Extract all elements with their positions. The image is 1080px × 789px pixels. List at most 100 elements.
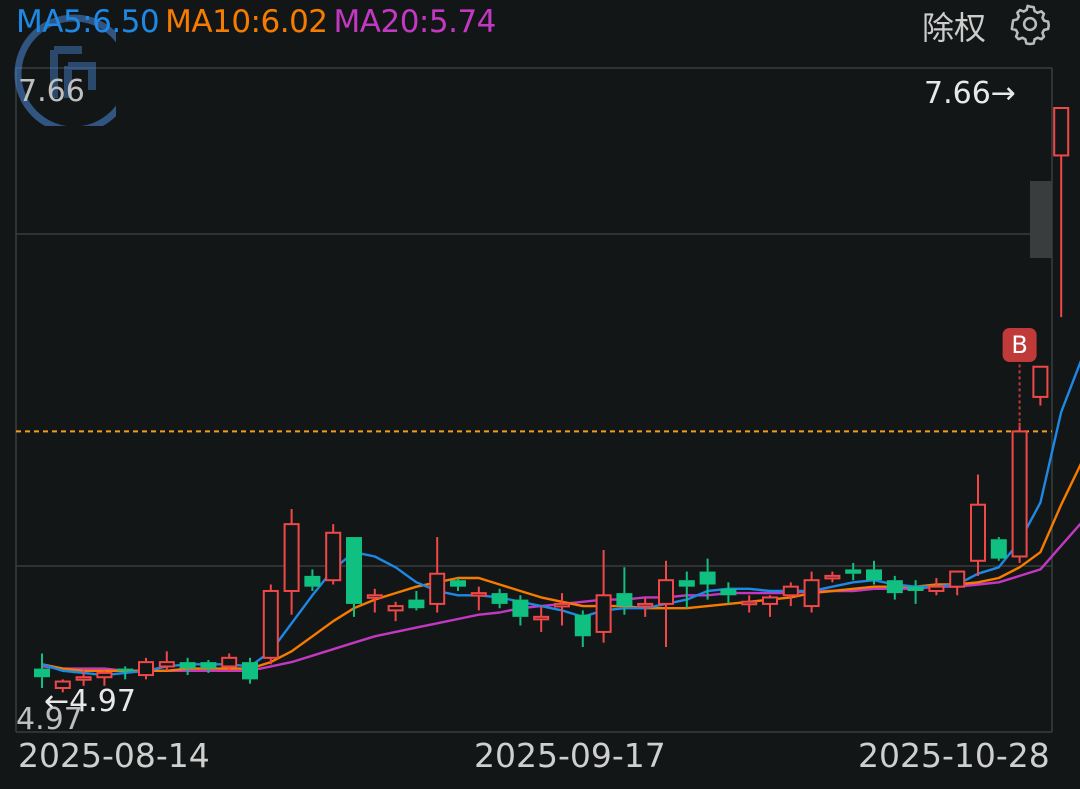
gear-icon[interactable] bbox=[1008, 2, 1052, 50]
candle bbox=[54, 679, 71, 693]
candle-body bbox=[886, 580, 903, 594]
candle bbox=[637, 597, 654, 617]
low-price-annotation: ←4.97 bbox=[44, 684, 136, 719]
candle bbox=[429, 537, 446, 613]
moving-average-layer bbox=[41, 359, 1080, 677]
candle-body bbox=[616, 593, 633, 607]
candle-body bbox=[803, 579, 820, 608]
candle bbox=[512, 595, 529, 626]
ma5-legend: MA5:6.50 bbox=[16, 4, 160, 40]
candles-layer bbox=[34, 107, 1070, 693]
candle-body bbox=[1011, 430, 1028, 558]
candle bbox=[34, 653, 50, 688]
y-axis-min-label: 4.97 bbox=[16, 702, 83, 737]
candle bbox=[990, 537, 1007, 561]
candle-body bbox=[907, 586, 924, 591]
candle bbox=[1032, 365, 1049, 406]
candle bbox=[283, 509, 300, 615]
candle bbox=[387, 601, 404, 622]
candle bbox=[949, 570, 966, 596]
candle bbox=[242, 657, 258, 684]
candle bbox=[158, 651, 175, 671]
candle bbox=[803, 571, 820, 613]
ma-legend: MA5:6.50 MA10:6.02 MA20:5.74 bbox=[16, 4, 502, 40]
candle bbox=[117, 666, 134, 680]
candle bbox=[741, 595, 758, 613]
candle-body bbox=[262, 589, 279, 659]
candle bbox=[574, 610, 591, 648]
candle-body bbox=[346, 537, 362, 604]
candle bbox=[138, 657, 154, 680]
candle-body bbox=[782, 585, 799, 597]
buy-marker-layer[interactable]: B bbox=[1002, 328, 1037, 428]
candle-body bbox=[158, 661, 175, 668]
candle-body bbox=[325, 531, 342, 582]
buy-marker-badge[interactable] bbox=[1002, 328, 1037, 362]
candle bbox=[491, 588, 508, 609]
candle-body bbox=[34, 668, 50, 678]
candle bbox=[366, 588, 383, 613]
candle bbox=[886, 575, 903, 600]
candle bbox=[970, 474, 986, 576]
candle bbox=[845, 562, 862, 581]
candle-body bbox=[408, 599, 425, 609]
candle bbox=[928, 578, 945, 596]
candle bbox=[200, 659, 217, 673]
high-price-annotation: 7.66→ bbox=[924, 76, 1016, 111]
chart-frame bbox=[15, 67, 1053, 733]
candle-body bbox=[512, 599, 529, 617]
candle-body bbox=[595, 594, 612, 633]
candle-body bbox=[470, 592, 487, 597]
date-label-end: 2025-10-28 bbox=[858, 736, 1050, 775]
candle bbox=[658, 560, 674, 648]
scroll-thumb[interactable] bbox=[1030, 181, 1052, 258]
candle-body bbox=[450, 580, 466, 587]
candle-body bbox=[678, 580, 695, 587]
candle-body bbox=[928, 585, 945, 592]
candle bbox=[470, 586, 487, 611]
candle-body bbox=[720, 588, 737, 596]
candle bbox=[325, 524, 342, 585]
candle-body bbox=[242, 662, 258, 680]
candle bbox=[1011, 422, 1028, 563]
ma5-line bbox=[41, 359, 1080, 677]
candle bbox=[221, 653, 238, 671]
candle bbox=[262, 584, 279, 665]
candle-body bbox=[96, 671, 113, 679]
candle bbox=[179, 657, 196, 676]
candle bbox=[450, 578, 466, 591]
candle-body bbox=[990, 539, 1007, 559]
candle bbox=[782, 582, 799, 607]
candle-body bbox=[117, 668, 134, 672]
candle-body bbox=[845, 569, 862, 574]
candle bbox=[699, 558, 716, 600]
candle-body bbox=[366, 594, 383, 599]
candle bbox=[304, 569, 321, 591]
candle bbox=[720, 582, 737, 604]
candle-body bbox=[283, 523, 300, 592]
ma10-legend: MA10:6.02 bbox=[165, 4, 328, 40]
candle-body bbox=[658, 579, 674, 605]
date-label-mid: 2025-09-17 bbox=[474, 736, 666, 775]
candle-body bbox=[138, 661, 154, 677]
candle bbox=[346, 537, 362, 617]
ma20-legend: MA20:5.74 bbox=[333, 4, 497, 40]
candle-body bbox=[762, 596, 778, 605]
candle bbox=[762, 595, 778, 617]
candle-body bbox=[221, 656, 238, 668]
candle bbox=[907, 580, 924, 604]
adjust-toggle[interactable]: 除权 bbox=[921, 9, 986, 47]
candle-body bbox=[75, 676, 92, 681]
candle bbox=[75, 668, 92, 686]
candle bbox=[1053, 107, 1070, 318]
candle-body bbox=[824, 574, 841, 580]
candle-body bbox=[637, 602, 654, 608]
candle-body bbox=[574, 614, 591, 637]
candle-body bbox=[1032, 365, 1049, 398]
candle bbox=[554, 593, 570, 626]
candle bbox=[595, 550, 612, 643]
candle bbox=[866, 560, 882, 585]
candle-body bbox=[1053, 107, 1070, 157]
candle bbox=[824, 571, 841, 583]
